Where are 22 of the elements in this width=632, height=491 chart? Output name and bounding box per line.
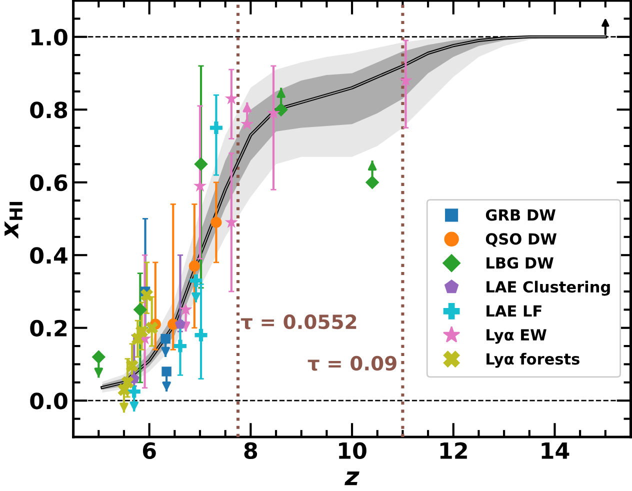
x-tick-label: 6 bbox=[142, 442, 156, 460]
x-tick-label: 8 bbox=[244, 442, 258, 460]
y-tick-label: 0.8 bbox=[30, 102, 68, 118]
x-axis-title: z bbox=[344, 471, 360, 486]
y-tick-label: 1.0 bbox=[32, 28, 68, 46]
y-axis-title: x$_{HI}$ bbox=[4, 202, 22, 239]
x-tick-label: 14 bbox=[542, 442, 570, 459]
legend-label: QSO DW bbox=[486, 233, 557, 247]
x-tick-label: 12 bbox=[440, 442, 467, 459]
x-tick-label: 10 bbox=[339, 442, 366, 460]
legend-label: LAE LF bbox=[486, 305, 542, 316]
legend-label: LBG DW bbox=[486, 257, 554, 269]
annotation: τ = 0.0552 bbox=[240, 314, 356, 330]
y-tick-label: 0.0 bbox=[30, 392, 68, 410]
y-tick-label: 0.6 bbox=[30, 174, 68, 192]
legend-label: LAE Clustering bbox=[486, 280, 610, 296]
y-tick-label: 0.4 bbox=[30, 247, 68, 264]
legend-label: Lyα forests bbox=[486, 352, 580, 368]
legend-label: GRB DW bbox=[486, 209, 556, 221]
annotation: τ = 0.09 bbox=[308, 356, 396, 371]
y-tick-label: 0.2 bbox=[30, 320, 67, 337]
legend-label: Lyα EW bbox=[486, 329, 546, 344]
